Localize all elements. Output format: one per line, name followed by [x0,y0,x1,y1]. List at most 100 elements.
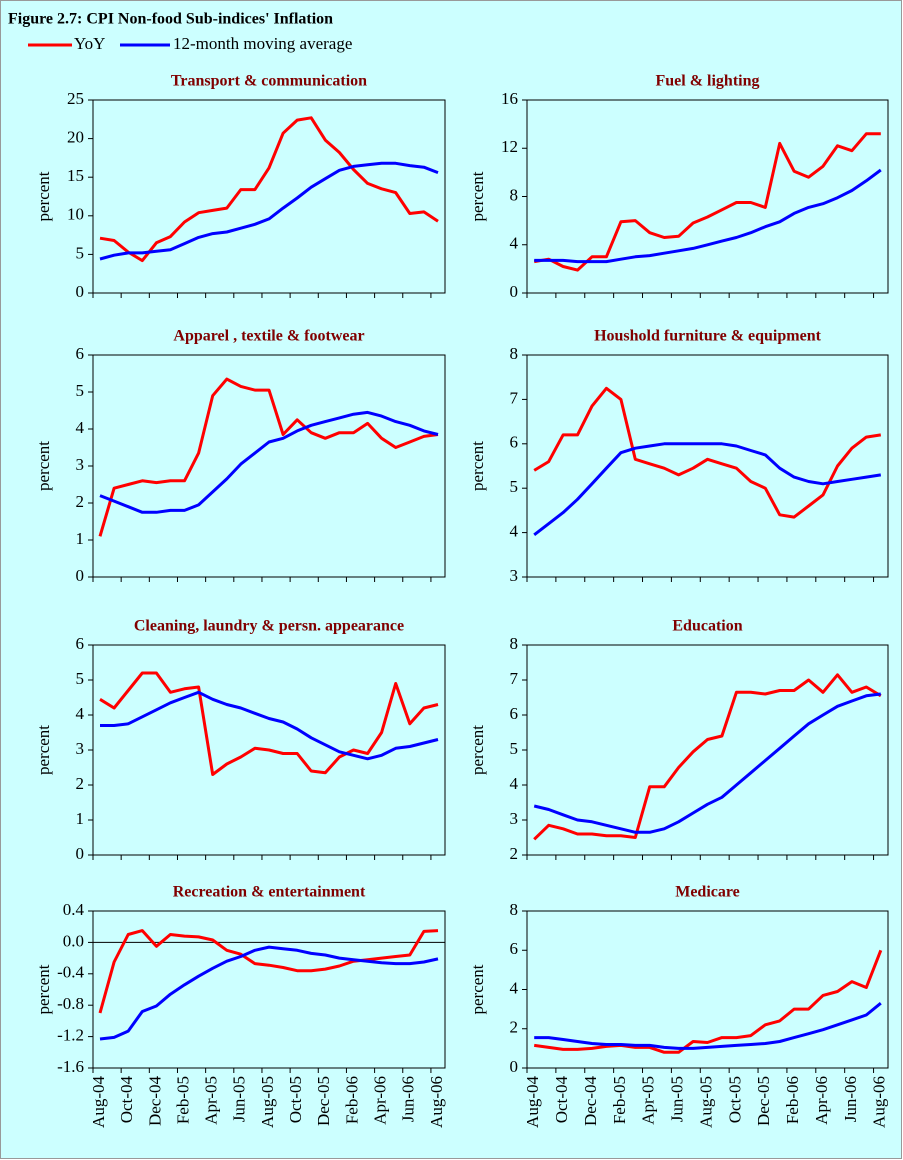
series-line [100,690,439,761]
y-tick-label: 0 [510,1057,519,1076]
y-tick-label: 12 [501,137,518,156]
series-line [99,671,439,776]
x-tick-label: Aug-05 [258,1076,277,1128]
x-tick-label: Jun-05 [230,1076,249,1122]
y-tick-label: 5 [76,381,85,400]
y-tick-label: 5 [510,739,519,758]
x-tick-label: Feb-05 [173,1076,192,1124]
x-tick-label: Aug-04 [523,1076,542,1128]
x-tick-label: Apr-05 [202,1076,221,1125]
x-tick-label: Oct-04 [552,1076,571,1124]
y-tick-label: 0 [76,282,85,301]
series-line [98,377,439,537]
x-tick-label: Jun-06 [841,1076,860,1122]
plot-frame [92,910,446,1069]
y-tick-label: 4 [510,774,519,793]
series-line [533,949,883,1054]
y-axis-label: percent [34,171,53,221]
y-tick-label: 1 [76,809,85,828]
series-line [98,929,439,1014]
chart-title: Transport & communication [171,73,367,90]
x-tick-label: Aug-06 [870,1076,889,1128]
plot-frame [526,354,889,578]
y-tick-label: 0 [76,566,85,585]
y-tick-label: 3 [76,739,85,758]
x-tick-label: Apr-06 [371,1076,390,1125]
x-tick-label: Apr-05 [639,1076,658,1125]
y-tick-label: 2 [76,492,85,511]
y-tick-label: 6 [76,344,85,363]
y-tick-label: 20 [67,128,84,147]
y-tick-label: 6 [76,634,85,653]
x-tick-label: Dec-04 [145,1076,164,1127]
y-axis-label: percent [468,725,487,775]
series-line [533,692,881,834]
series-line [99,161,439,261]
series-line [533,442,882,536]
y-axis-label: percent [468,964,487,1014]
series-line [533,132,881,272]
y-axis-label: percent [468,441,487,491]
legend-label: YoY [74,34,105,53]
y-tick-label: 3 [510,809,519,828]
y-tick-label: -0.8 [57,994,84,1013]
x-tick-label: Dec-05 [314,1076,333,1126]
x-tick-label: Aug-06 [427,1076,446,1128]
y-tick-label: 4 [510,522,519,541]
y-tick-label: 6 [510,704,519,723]
y-tick-label: 5 [76,669,85,688]
chart-title: Houshold furniture & equipment [594,328,822,345]
y-tick-label: -0.4 [57,963,84,982]
x-tick-label: Apr-06 [812,1076,831,1125]
chart-title: Cleaning, laundry & persn. appearance [134,618,404,635]
x-tick-label: Oct-05 [725,1076,744,1123]
y-tick-label: -1.6 [57,1057,84,1076]
x-tick-label: Aug-04 [89,1076,108,1128]
series-line [533,673,882,841]
y-tick-label: 3 [76,455,85,474]
x-tick-label: Jun-06 [399,1076,418,1122]
chart-title: Education [672,618,742,635]
y-tick-label: 10 [67,205,84,224]
y-tick-label: 8 [510,185,519,204]
y-tick-label: 0 [76,844,85,863]
series-line [534,1002,882,1050]
y-tick-label: 7 [510,669,519,688]
x-tick-label: Oct-05 [286,1076,305,1123]
series-line [99,410,439,514]
y-tick-label: 7 [510,388,519,407]
chart-title: Medicare [675,884,740,901]
legend-label: 12-month moving average [173,34,352,53]
y-tick-label: 2 [76,774,85,793]
x-tick-label: Aug-05 [696,1076,715,1128]
chart-title: Apparel , textile & footwear [173,328,364,345]
chart-title: Fuel & lighting [655,73,759,90]
series-line [533,386,882,519]
y-tick-label: 8 [510,900,519,919]
x-tick-label: Jun-05 [668,1076,687,1122]
y-tick-label: 4 [76,418,85,437]
series-line [534,168,882,264]
y-tick-label: 0 [510,282,519,301]
y-axis-label: percent [468,171,487,221]
y-tick-label: 25 [67,89,84,108]
y-tick-label: 0.4 [63,900,85,919]
y-tick-label: 6 [510,939,519,958]
y-tick-label: 2 [510,1018,519,1037]
x-tick-label: Dec-05 [754,1076,773,1126]
series-line [99,945,439,1041]
y-tick-label: 4 [76,704,85,723]
y-axis-label: percent [34,964,53,1014]
series-line [99,116,439,263]
y-tick-label: 5 [510,477,519,496]
x-tick-label: Feb-06 [342,1076,361,1124]
y-tick-label: 2 [510,844,519,863]
y-axis-label: percent [34,725,53,775]
y-tick-label: 8 [510,634,519,653]
y-tick-label: -1.2 [57,1026,84,1045]
x-tick-label: Feb-05 [610,1076,629,1124]
y-tick-label: 15 [67,166,84,185]
y-tick-label: 4 [510,978,519,997]
